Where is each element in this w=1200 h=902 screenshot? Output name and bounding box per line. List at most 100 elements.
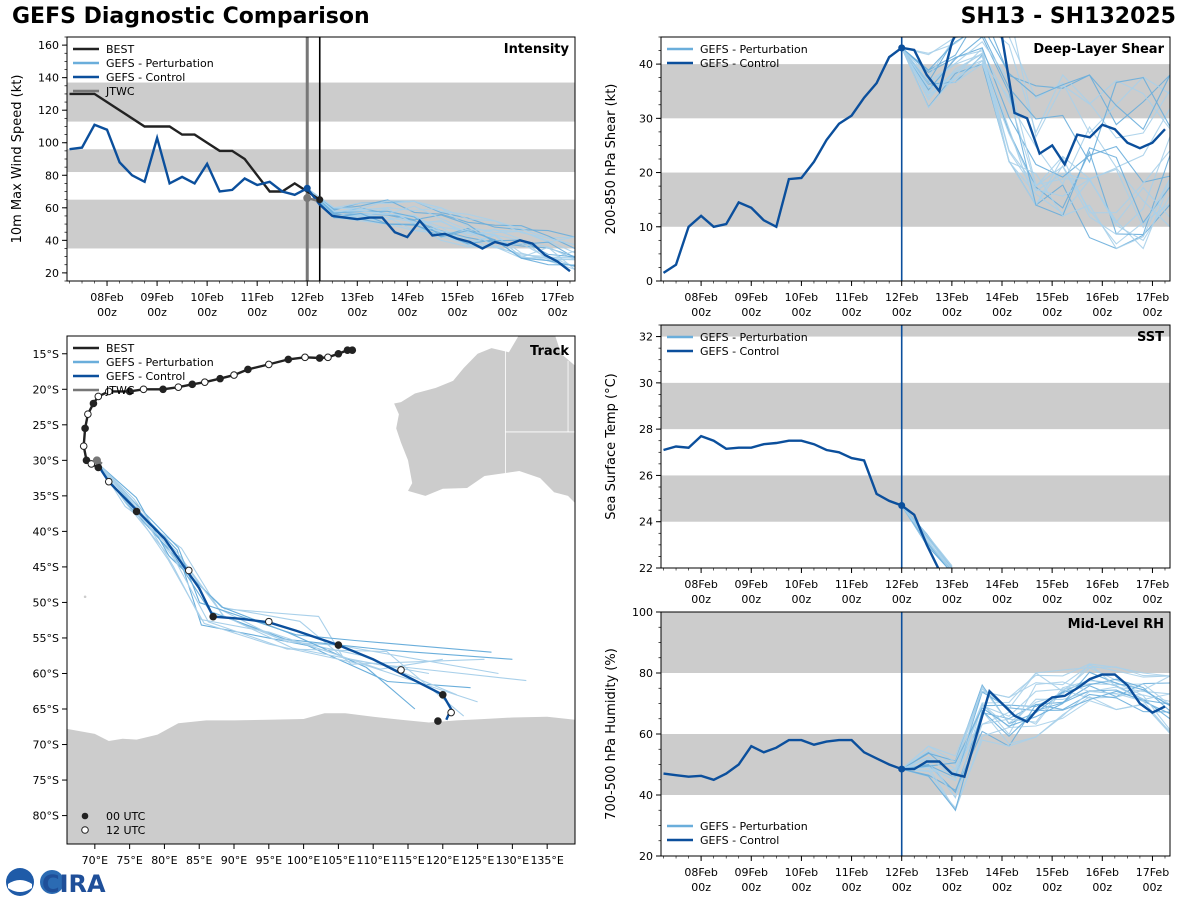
shear-xtick-hour: 00z: [1042, 306, 1062, 319]
legend-12utc-label: 12 UTC: [106, 824, 146, 837]
page-title: GEFS Diagnostic Comparison: [12, 4, 370, 29]
shear-ytick-label: 40: [639, 58, 653, 71]
intensity-xtick-hour: 00z: [397, 306, 417, 319]
sst-pert-member: [901, 505, 953, 568]
sst-band-1: [661, 382, 1170, 430]
intensity-ytick-label: 80: [45, 169, 59, 182]
intensity-xtick-hour: 00z: [247, 306, 267, 319]
storm-id: SH13 - SH132025: [960, 4, 1176, 29]
sst-title: SST: [1137, 330, 1164, 345]
sst-pert-member: [901, 505, 950, 568]
intensity-ytick-label: 140: [38, 72, 59, 85]
rh-ytick-label: 100: [632, 606, 653, 619]
rh-xtick-hour: 00z: [992, 881, 1012, 894]
shear-xtick-date: 14Feb: [985, 291, 1018, 304]
shear-ytick-label: 30: [639, 112, 653, 125]
intensity-xtick-hour: 00z: [347, 306, 367, 319]
rh-xtick-hour: 00z: [842, 881, 862, 894]
track-legend-label: GEFS - Control: [106, 370, 185, 383]
track-best-point: [244, 365, 252, 374]
track-control-point: [104, 477, 113, 486]
australia-landmass: [394, 336, 575, 504]
intensity-legend-label: BEST: [106, 43, 134, 56]
sst-xtick-hour: 00z: [942, 593, 962, 606]
track-xtick-label: 115°E: [391, 854, 424, 867]
track-best-point: [230, 371, 238, 379]
intensity-ytick-label: 120: [38, 104, 59, 117]
rh-xtick-date: 08Feb: [684, 866, 717, 879]
track-pert-member: [97, 463, 527, 682]
sst-xtick-hour: 00z: [992, 593, 1012, 606]
intensity-pert-member: [306, 187, 575, 246]
rh-ytick-label: 80: [639, 667, 653, 680]
rh-xtick-hour: 00z: [942, 881, 962, 894]
shear-legend-label: GEFS - Perturbation: [700, 43, 808, 56]
track-xtick-label: 75°E: [116, 854, 142, 867]
track-best-point: [265, 360, 273, 369]
intensity-pert-member: [306, 187, 575, 254]
track-pert-member: [97, 463, 471, 689]
rh-xtick-date: 17Feb: [1136, 866, 1169, 879]
sst-xtick-date: 14Feb: [985, 578, 1018, 591]
track-title: Track: [530, 344, 569, 359]
track-ytick-label: 15°S: [33, 348, 59, 361]
legend-00utc-marker: [81, 812, 89, 820]
shear-xtick-hour: 00z: [942, 306, 962, 319]
intensity-legend-label: GEFS - Control: [106, 71, 185, 84]
panel-intensity: 20 40 60 80 100 120 140 160 08Feb 00z 09Feb 00z 10Fe…: [10, 36, 576, 319]
rh-xtick-date: 11Feb: [835, 866, 868, 879]
sst-xtick-hour: 00z: [741, 593, 761, 606]
shear-pert-member: [901, 37, 1170, 131]
track-ytick-label: 80°S: [33, 810, 59, 823]
rh-xtick-hour: 00z: [1092, 881, 1112, 894]
track-best-point: [79, 442, 88, 450]
intensity-xtick-date: 16Feb: [491, 291, 524, 304]
track-best-point: [284, 355, 293, 364]
track-control-point: [447, 708, 455, 717]
sst-xtick-date: 13Feb: [935, 578, 968, 591]
track-control-point: [438, 690, 447, 699]
sst-xtick-hour: 00z: [792, 593, 812, 606]
intensity-xtick-date: 08Feb: [90, 291, 123, 304]
intensity-ytick-label: 100: [38, 137, 59, 150]
shear-plot-area: [661, 37, 1170, 281]
track-xtick-label: 110°E: [356, 854, 389, 867]
track-plot-area: [67, 336, 575, 844]
track-best-point: [125, 387, 134, 396]
noaa-cira-logo: CIRA: [4, 866, 114, 898]
shear-pert-member: [901, 47, 1170, 229]
sst-xtick-hour: 00z: [892, 593, 912, 606]
rh-pert-member: [901, 699, 1170, 812]
track-best-point: [87, 460, 96, 468]
track-frame: [66, 335, 576, 845]
rh-xtick-date: 13Feb: [935, 866, 968, 879]
panel-shear: 0 10 20 30 40 08Feb 00z 09Feb 00z 10Feb 00z 11Feb 00…: [604, 36, 1171, 319]
track-jtwc-point: [92, 456, 101, 465]
rh-pert-member: [901, 671, 1170, 770]
track-best-point: [81, 424, 89, 433]
sst-ytick-label: 32: [639, 331, 653, 344]
cira-wordmark: CIRA: [42, 870, 106, 898]
intensity-band-1: [67, 149, 575, 173]
intensity-pert-member: [306, 187, 575, 238]
sst-legend-label: GEFS - Control: [700, 345, 779, 358]
track-ytick-label: 50°S: [33, 596, 59, 609]
sst-plot-area: [661, 325, 1170, 568]
shear-ylabel: 200-850 hPa Shear (kt): [604, 84, 619, 235]
shear-legend-label: GEFS - Control: [700, 57, 779, 70]
shear-ytick-label: 20: [639, 167, 653, 180]
shear-xtick-date: 16Feb: [1086, 291, 1119, 304]
panel-rh: 20 40 60 80 100 08Feb 00z 09Feb 00z 10Feb 00z 11Feb…: [604, 606, 1171, 894]
sst-ytick-label: 24: [639, 516, 653, 529]
intensity-xtick-hour: 00z: [97, 306, 117, 319]
shear-xtick-hour: 00z: [892, 306, 912, 319]
track-pert-member: [97, 463, 478, 703]
shear-title: Deep-Layer Shear: [1033, 42, 1164, 57]
track-ytick-label: 40°S: [33, 525, 59, 538]
legend-00utc-label: 00 UTC: [106, 810, 146, 823]
sst-xtick-hour: 00z: [842, 593, 862, 606]
shear-pert-member: [901, 37, 1170, 139]
track-pert-member: [97, 463, 457, 696]
sst-legend-label: GEFS - Perturbation: [700, 331, 808, 344]
